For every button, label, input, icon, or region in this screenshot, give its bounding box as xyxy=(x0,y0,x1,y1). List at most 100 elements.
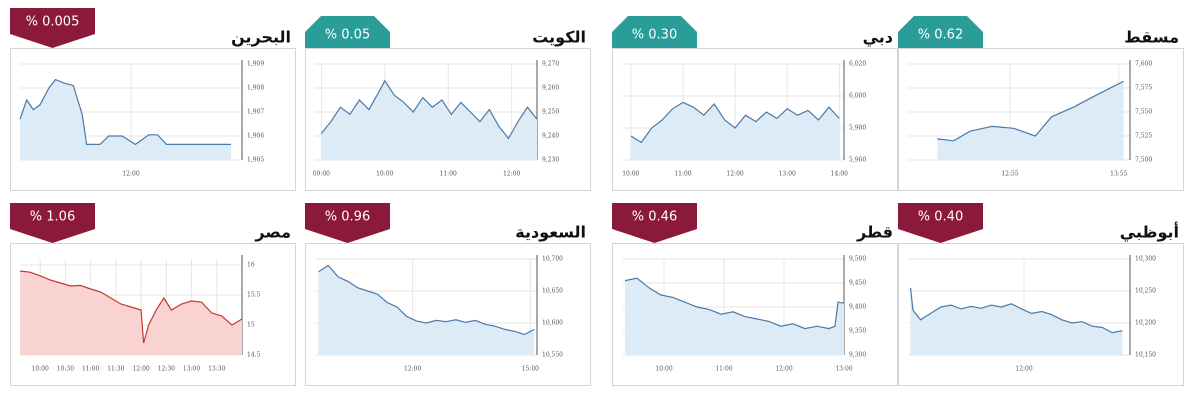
y-tick-label: 10,150 xyxy=(1135,352,1156,359)
panel-title: البحرين xyxy=(231,28,291,47)
line xyxy=(937,80,1124,142)
change-badge xyxy=(898,16,983,48)
x-tick-label: 12:00 xyxy=(775,366,792,373)
x-tick-label: 10:30 xyxy=(57,366,74,373)
x-tick-label: 10:00 xyxy=(622,171,639,178)
x-tick-label: 10:00 xyxy=(32,366,49,373)
y-tick-label: 6,000 xyxy=(849,93,866,100)
x-tick-label: 11:00 xyxy=(82,366,99,373)
line xyxy=(630,101,840,144)
y-tick-label: 9,350 xyxy=(849,328,866,335)
area xyxy=(318,265,535,355)
x-tick-label: 15:00 xyxy=(522,366,539,373)
y-tick-label: 10,650 xyxy=(542,288,563,295)
panel: الكويت % 0.05 9,230 9,240 9,250 9,260 9,270 09:… xyxy=(305,16,591,191)
y-tick-label: 1,906 xyxy=(247,133,264,140)
panel: مصر % 1.06 14.5 15 15.5 16 10:00 10:30 11:00 11:3… xyxy=(10,203,296,386)
x-tick-label: 12:55 xyxy=(1001,171,1018,178)
area xyxy=(630,102,840,160)
y-tick-label: 9,270 xyxy=(542,61,559,68)
change-value: % 0.30 xyxy=(632,28,677,43)
change-value: % 0.40 xyxy=(918,210,963,225)
y-tick-label: 7,500 xyxy=(1135,157,1152,164)
panel-title: دبي xyxy=(863,28,893,48)
panel: السعودية % 0.96 10,550 10,600 10,650 10,700 12… xyxy=(305,203,591,386)
x-tick-label: 11:00 xyxy=(440,171,457,178)
y-tick-label: 9,230 xyxy=(542,157,559,164)
y-tick-label: 10,550 xyxy=(542,352,563,359)
panel-title: الكويت xyxy=(532,28,586,47)
y-tick-label: 7,550 xyxy=(1135,109,1152,116)
change-value: % 0.96 xyxy=(325,210,370,225)
y-tick-label: 10,250 xyxy=(1135,288,1156,295)
line xyxy=(624,277,845,330)
x-tick-label: 14:00 xyxy=(831,171,848,178)
y-tick-label: 10,200 xyxy=(1135,320,1156,327)
y-tick-label: 9,450 xyxy=(849,280,866,287)
line xyxy=(909,287,1123,334)
y-tick-label: 1,909 xyxy=(247,61,264,68)
change-value: % 0.46 xyxy=(632,210,677,225)
y-tick-label: 9,400 xyxy=(849,304,866,311)
panel: أبوظبي % 0.40 10,150 10,200 10,250 10,300 12:0… xyxy=(898,203,1184,386)
change-badge xyxy=(305,203,390,243)
x-tick-label: 12:30 xyxy=(158,366,175,373)
change-badge xyxy=(612,16,697,48)
y-tick-label: 9,250 xyxy=(542,109,559,116)
y-tick-label: 1,908 xyxy=(247,85,264,92)
panel-box xyxy=(612,48,898,191)
panel-title: السعودية xyxy=(515,223,586,242)
y-tick-label: 16 xyxy=(247,262,255,269)
panel-title: مسقط xyxy=(1124,28,1179,47)
line xyxy=(19,270,243,344)
line xyxy=(318,264,535,336)
change-badge xyxy=(10,203,95,243)
y-tick-label: 10,600 xyxy=(542,320,563,327)
y-tick-label: 5,960 xyxy=(849,157,866,164)
y-tick-label: 7,525 xyxy=(1135,133,1152,140)
x-tick-label: 12:00 xyxy=(503,171,520,178)
change-badge xyxy=(305,16,390,48)
change-value: % 0.005 xyxy=(26,15,80,30)
y-tick-label: 1,907 xyxy=(247,109,264,116)
y-tick-label: 1,905 xyxy=(247,157,264,164)
y-tick-label: 10,700 xyxy=(542,256,563,263)
y-tick-label: 9,240 xyxy=(542,133,559,140)
panel: دبي % 0.30 5,960 5,980 6,000 6,020 10:00 11:00 1… xyxy=(612,16,898,191)
change-badge xyxy=(898,203,983,243)
x-tick-label: 12:00 xyxy=(726,171,743,178)
area xyxy=(20,79,231,160)
x-tick-label: 13:55 xyxy=(1110,171,1127,178)
x-tick-label: 11:00 xyxy=(715,366,732,373)
x-tick-label: 10:00 xyxy=(655,366,672,373)
change-value: % 0.05 xyxy=(325,28,370,43)
x-tick-label: 13:00 xyxy=(835,366,852,373)
change-value: % 0.62 xyxy=(918,28,963,43)
panel: مسقط % 0.62 7,500 7,525 7,550 7,575 7,600 12:55… xyxy=(898,16,1184,191)
x-tick-label: 12:00 xyxy=(132,366,149,373)
y-tick-label: 10,300 xyxy=(1135,256,1156,263)
area xyxy=(937,81,1124,160)
x-tick-label: 11:30 xyxy=(107,366,124,373)
y-tick-label: 9,260 xyxy=(542,85,559,92)
x-tick-label: 10:00 xyxy=(376,171,393,178)
panel: البحرين % 0.005 1,905 1,906 1,907 1,908 1,909 1… xyxy=(10,8,296,191)
panel-title: مصر xyxy=(254,223,291,242)
y-tick-label: 6,020 xyxy=(849,61,866,68)
line xyxy=(19,78,231,146)
x-tick-label: 12:00 xyxy=(122,171,139,178)
area xyxy=(910,287,1123,355)
y-tick-label: 7,600 xyxy=(1135,61,1152,68)
panel-box xyxy=(898,48,1184,191)
panel: قطر % 0.46 9,300 9,350 9,400 9,450 9,500 10:00 1… xyxy=(612,203,898,386)
y-tick-label: 9,300 xyxy=(849,352,866,359)
y-tick-label: 15 xyxy=(247,322,255,329)
x-tick-label: 11:00 xyxy=(674,171,691,178)
area xyxy=(321,80,537,160)
area xyxy=(20,271,242,355)
change-badge xyxy=(10,8,95,48)
x-tick-label: 12:00 xyxy=(1015,366,1032,373)
x-tick-label: 13:00 xyxy=(183,366,200,373)
panel-title: أبوظبي xyxy=(1120,222,1179,243)
panel-title: قطر xyxy=(856,223,893,242)
